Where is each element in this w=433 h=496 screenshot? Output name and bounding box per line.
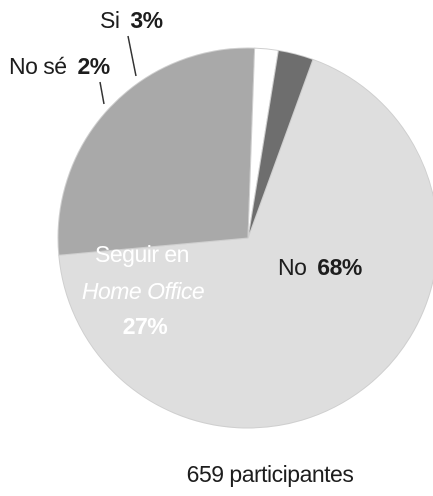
label-no: No 68% xyxy=(278,254,362,280)
leader-line-si xyxy=(127,35,137,77)
label-nose-value: 2% xyxy=(77,53,109,79)
label-si-name: Si xyxy=(100,7,119,33)
label-si: Si 3% xyxy=(100,7,163,33)
label-home-office-line2: Home Office xyxy=(82,278,204,304)
label-no-value: 68% xyxy=(317,254,362,280)
leader-line-nose xyxy=(99,81,105,105)
participants-footnote: 659 participantes xyxy=(187,461,354,487)
label-nose: No sé 2% xyxy=(9,53,110,79)
label-nose-name: No sé xyxy=(9,53,67,79)
slice-no xyxy=(58,58,433,429)
label-si-value: 3% xyxy=(130,7,162,33)
label-home-office-line1: Seguir en xyxy=(95,241,189,267)
slice-si xyxy=(247,49,314,239)
label-home-office-value: 27% xyxy=(123,313,168,339)
pie-slices xyxy=(57,47,433,429)
slice-home-office xyxy=(57,47,256,256)
leader-lines xyxy=(99,35,137,105)
label-no-name: No xyxy=(278,254,306,280)
